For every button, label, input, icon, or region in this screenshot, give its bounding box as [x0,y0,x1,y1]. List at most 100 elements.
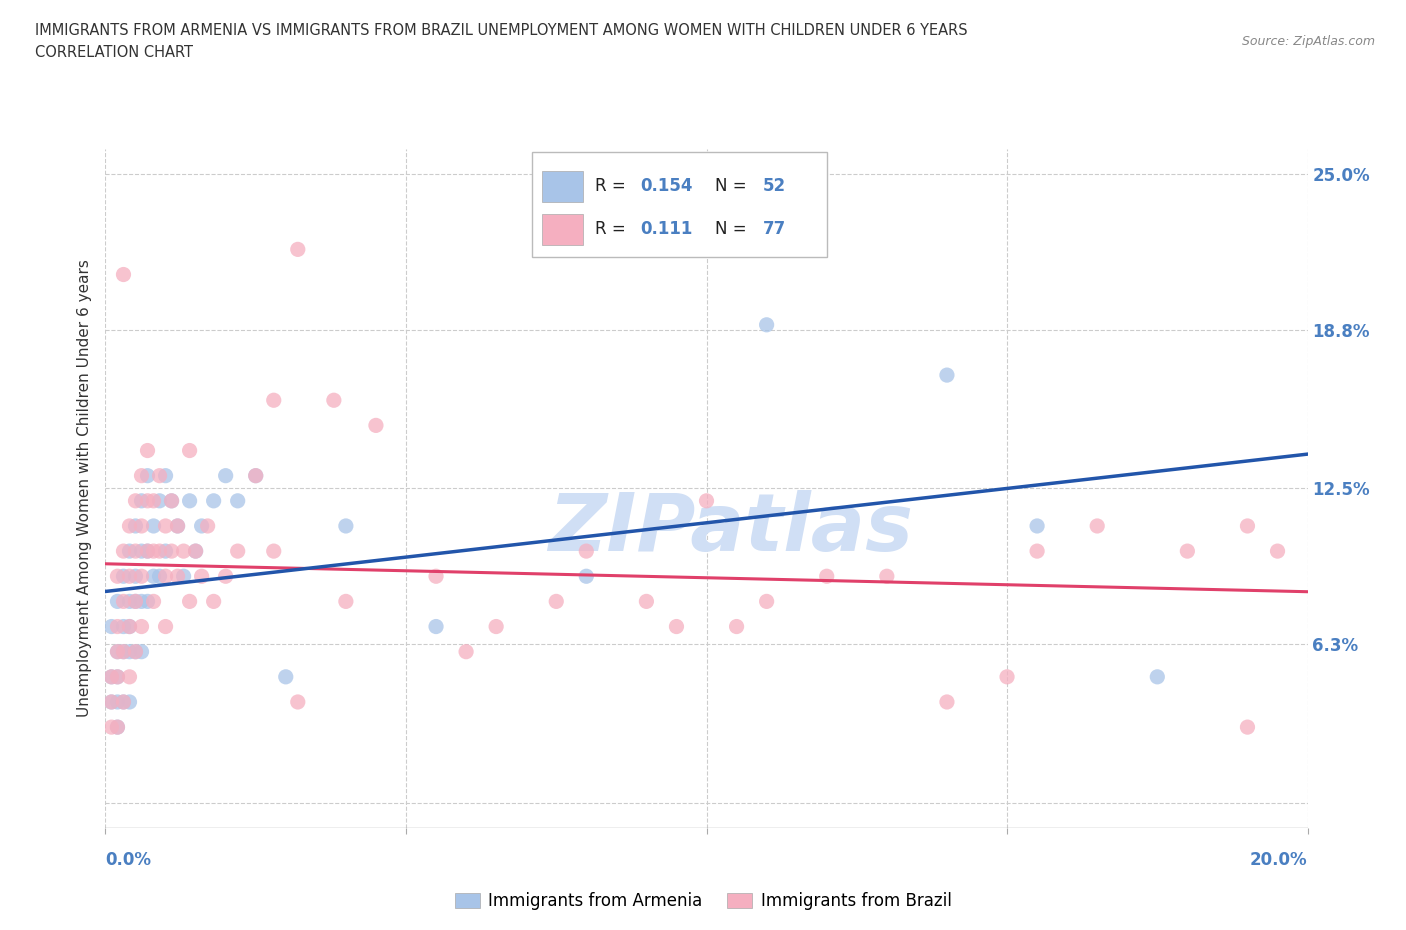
Point [1026,519,1049,534]
Point [425,569,447,584]
Text: 0.154: 0.154 [640,177,693,195]
FancyBboxPatch shape [541,171,582,203]
Point [454,644,477,659]
Point [287,242,309,257]
Point [118,695,141,710]
Point [755,317,778,332]
Point [166,519,188,534]
Point [136,443,159,458]
Point [100,695,122,710]
Point [155,468,177,483]
Text: R =: R = [595,177,631,195]
Point [725,619,748,634]
Text: 20.0%: 20.0% [1250,851,1308,869]
Point [179,494,201,509]
Point [131,644,153,659]
Point [214,569,236,584]
Point [274,670,297,684]
Point [112,695,135,710]
Point [131,569,153,584]
Point [124,519,146,534]
Point [245,468,267,483]
Text: N =: N = [714,219,752,238]
Point [148,544,170,559]
Point [263,392,285,407]
Point [1085,519,1108,534]
Point [936,367,959,382]
Point [107,670,129,684]
Point [636,594,658,609]
Text: 0.111: 0.111 [640,219,693,238]
Point [335,519,357,534]
Point [131,468,153,483]
Point [214,468,236,483]
FancyBboxPatch shape [533,153,827,258]
Point [112,644,135,659]
Point [112,619,135,634]
Text: 77: 77 [763,219,786,238]
Point [546,594,568,609]
Point [1146,670,1168,684]
Point [1175,544,1198,559]
Point [107,619,129,634]
Point [100,619,122,634]
Point [136,468,159,483]
Point [100,695,122,710]
Point [107,670,129,684]
Point [160,494,183,509]
Point [107,569,129,584]
Point [425,619,447,634]
Y-axis label: Unemployment Among Women with Children Under 6 years: Unemployment Among Women with Children U… [77,259,93,717]
Point [155,619,177,634]
Point [876,569,898,584]
Point [287,695,309,710]
Point [166,569,188,584]
Point [245,468,267,483]
Point [190,519,212,534]
Point [118,519,141,534]
Point [100,670,122,684]
Point [995,670,1018,684]
Text: Source: ZipAtlas.com: Source: ZipAtlas.com [1241,35,1375,48]
Point [173,544,195,559]
Point [136,594,159,609]
Point [124,569,146,584]
Point [197,519,219,534]
Point [107,720,129,735]
Point [364,418,387,432]
Point [202,494,225,509]
Text: ZIPatlas: ZIPatlas [548,490,912,568]
Point [107,594,129,609]
Point [142,519,165,534]
Point [142,544,165,559]
Point [696,494,718,509]
Point [226,544,249,559]
Point [136,494,159,509]
Point [755,594,778,609]
Point [107,644,129,659]
Point [136,544,159,559]
Text: IMMIGRANTS FROM ARMENIA VS IMMIGRANTS FROM BRAZIL UNEMPLOYMENT AMONG WOMEN WITH : IMMIGRANTS FROM ARMENIA VS IMMIGRANTS FR… [35,23,967,38]
Text: 0.0%: 0.0% [105,851,152,869]
Text: R =: R = [595,219,636,238]
Point [142,594,165,609]
Point [124,644,146,659]
Point [575,544,598,559]
Point [124,644,146,659]
Point [112,644,135,659]
Point [131,619,153,634]
Point [815,569,838,584]
Point [1236,720,1258,735]
Point [936,695,959,710]
Point [142,569,165,584]
Legend: Immigrants from Armenia, Immigrants from Brazil: Immigrants from Armenia, Immigrants from… [449,885,957,917]
Point [148,468,170,483]
Point [118,569,141,584]
Point [226,494,249,509]
Point [184,544,207,559]
Text: CORRELATION CHART: CORRELATION CHART [35,45,193,60]
Point [184,544,207,559]
Point [118,594,141,609]
Point [124,594,146,609]
Point [155,569,177,584]
